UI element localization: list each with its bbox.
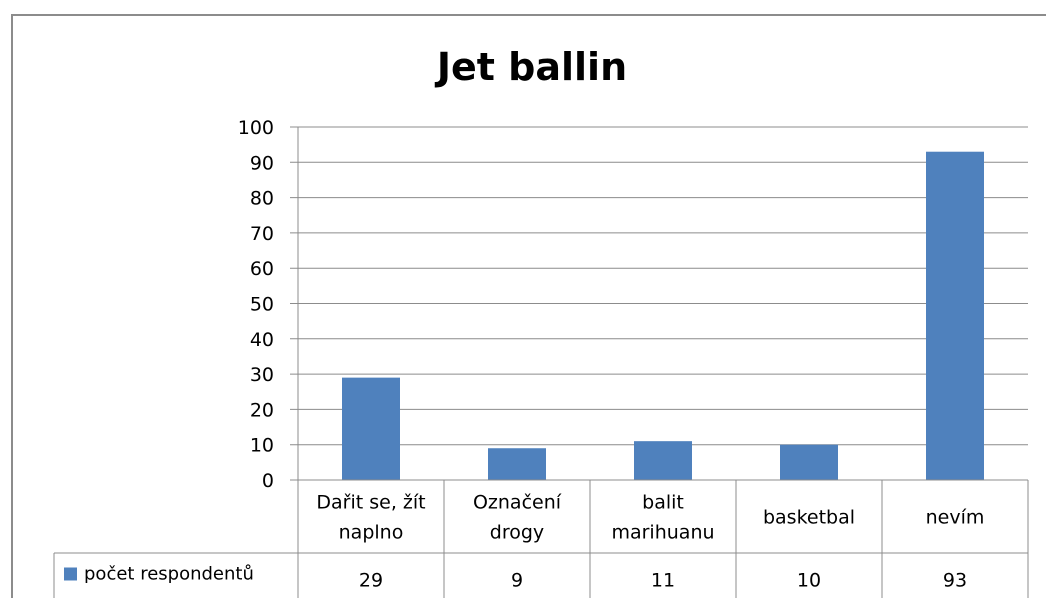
y-tick-label: 60 [250,258,274,280]
y-tick-label: 80 [250,188,274,210]
legend-swatch [64,567,77,581]
chart-title: Jet ballin [434,45,627,89]
y-tick-label: 20 [250,399,274,421]
data-value-label: 93 [943,570,967,592]
data-table: Dařit se, žít naplno Označení drogy balit mar… [53,479,1029,598]
y-tick-label: 50 [250,294,274,316]
bar [926,151,984,480]
category-label: marihuanu [611,522,714,544]
category-label: balit [642,492,684,514]
y-tick-label: 100 [238,117,274,139]
data-value-label: 11 [651,570,675,592]
category-label: naplno [339,522,404,544]
chart-frame [11,14,1046,598]
bar [488,448,546,480]
bar [634,441,692,480]
bar [342,377,400,480]
category-label: drogy [490,522,544,544]
legend-label: počet respondentů [84,564,254,585]
y-tick-label: 30 [250,364,274,386]
y-axis: 0 10 20 30 40 50 60 70 80 90 100 [238,117,299,492]
category-label: nevím [926,507,985,529]
category-label: Dařit se, žít [316,492,425,514]
y-tick-label: 70 [250,223,274,245]
bars [342,151,984,480]
y-tick-label: 90 [250,152,274,174]
data-value-label: 29 [359,570,383,592]
category-label: basketbal [763,507,855,529]
y-tick-label: 40 [250,329,274,351]
data-value-label: 10 [797,570,821,592]
y-tick-label: 0 [262,470,274,492]
category-label: Označení [473,492,562,514]
y-tick-label: 10 [250,435,274,457]
data-value-label: 9 [511,570,523,592]
bar [780,444,838,480]
